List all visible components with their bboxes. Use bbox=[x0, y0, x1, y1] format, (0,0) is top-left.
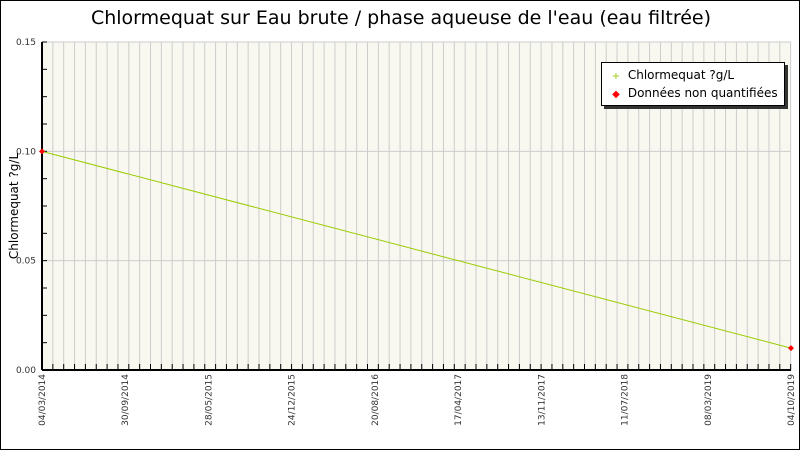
y-tick-label: 0.10 bbox=[16, 147, 36, 157]
legend-item-chlormequat: + Chlormequat ?g/L bbox=[608, 67, 734, 83]
x-tick-label: 20/08/2016 bbox=[371, 374, 381, 426]
x-tick-label: 11/07/2018 bbox=[621, 374, 631, 426]
legend-marker-icon: + bbox=[611, 71, 621, 82]
y-tick-label: 0.05 bbox=[16, 257, 36, 267]
x-tick-label: 24/12/2015 bbox=[288, 374, 298, 426]
x-tick-label: 30/09/2014 bbox=[121, 374, 131, 426]
legend-marker-icon: ◆ bbox=[612, 89, 620, 100]
x-tick-label: 08/03/2019 bbox=[704, 374, 714, 426]
legend-label: Données non quantifiées bbox=[627, 86, 778, 100]
y-tick-label: 0.00 bbox=[16, 366, 36, 376]
y-tick-label: 0.15 bbox=[16, 38, 36, 48]
x-tick-label: 04/03/2014 bbox=[38, 374, 48, 426]
data-point-marker bbox=[39, 148, 45, 155]
x-tick-label: 04/10/2019 bbox=[787, 374, 797, 426]
legend-label: Chlormequat ?g/L bbox=[627, 68, 735, 82]
y-axis-label: Chlormequat ?g/L bbox=[7, 153, 21, 260]
chart-title: Chlormequat sur Eau brute / phase aqueus… bbox=[90, 7, 712, 29]
series-line bbox=[41, 150, 792, 349]
legend: + Chlormequat ?g/L ◆ Données non quantif… bbox=[601, 62, 785, 106]
x-tick-label: 17/04/2017 bbox=[454, 374, 464, 426]
data-point-marker bbox=[788, 345, 794, 352]
x-tick-label: 13/11/2017 bbox=[537, 374, 547, 426]
legend-item-non-quantified: ◆ Données non quantifiées bbox=[608, 85, 778, 101]
x-tick-label: 28/05/2015 bbox=[204, 374, 214, 426]
